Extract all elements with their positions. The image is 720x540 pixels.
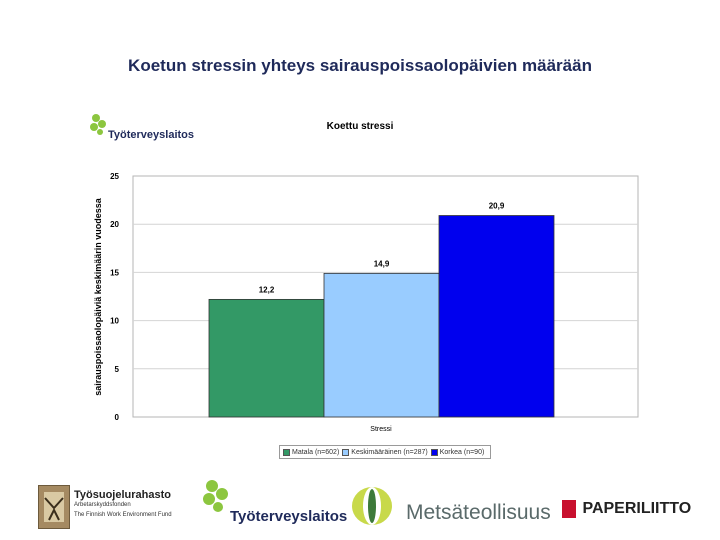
legend-label-high: Korkea (n=90)	[439, 448, 485, 456]
data-labels: 12,2 14,9 20,9	[259, 202, 505, 295]
legend-item-high: Korkea (n=90)	[430, 448, 485, 456]
paperiliitto-logo: PAPERILIITTO	[562, 500, 691, 518]
tyosuojelurahasto-emblem	[38, 485, 70, 529]
data-label: 14,9	[374, 259, 390, 268]
bars	[208, 215, 555, 418]
legend-label-low: Matala (n=602)	[292, 448, 340, 456]
clover-icon	[203, 480, 228, 512]
bar-high	[438, 215, 555, 418]
footer-ttl-text: Työterveyslaitos	[230, 508, 348, 525]
y-tick-label: 25	[110, 172, 119, 181]
y-tick-label: 10	[110, 317, 119, 326]
chart-title: Koettu stressi	[327, 121, 394, 132]
logo-text: Työterveyslaitos	[108, 129, 195, 141]
tyosuojelurahasto-text: Työsuojelurahasto Arbetarskyddsfonden Th…	[74, 490, 172, 520]
legend-swatch-medium	[342, 448, 350, 456]
legend-swatch-high	[430, 448, 438, 456]
legend-item-medium: Keskimääräinen (n=287)	[342, 448, 428, 456]
y-axis-label: sairauspoissaolopäiviä keskimäärin vuode…	[93, 197, 103, 396]
data-label: 12,2	[259, 285, 275, 294]
data-label: 20,9	[489, 202, 505, 211]
chart-legend: Matala (n=602) Keskimääräinen (n=287) Ko…	[279, 445, 492, 459]
tsr-emblem-icon	[44, 492, 64, 522]
tsr-sub1: Arbetarskyddsfonden	[74, 502, 131, 508]
legend-swatch-low	[283, 448, 290, 456]
tsr-name: Työsuojelurahasto	[74, 489, 171, 501]
legend-item-low: Matala (n=602)	[283, 448, 340, 456]
metsa-text: Metsäteollisuus	[406, 501, 551, 524]
clover-icon	[90, 114, 106, 135]
paperiliitto-p-icon	[562, 500, 576, 518]
x-axis-label: Stressi	[370, 426, 392, 433]
y-tick-label: 15	[110, 268, 119, 277]
metsateollisuus-logo: Metsäteollisuus	[348, 486, 558, 526]
paperiliitto-text: PAPERILIITTO	[582, 500, 692, 517]
tsr-sub2: The Finnish Work Environment Fund	[74, 512, 172, 518]
y-tick-labels: 0 5 10 15 20 25	[110, 172, 119, 422]
slide-title: Koetun stressin yhteys sairauspoissaolop…	[128, 56, 592, 75]
footer-tyoterveyslaitos-logo: Työterveyslaitos	[200, 478, 348, 526]
metsa-emblem-icon	[352, 487, 392, 525]
y-tick-label: 0	[115, 413, 120, 422]
bar-medium	[323, 272, 440, 418]
bar-low	[208, 298, 325, 418]
legend-label-medium: Keskimääräinen (n=287)	[351, 448, 428, 456]
y-tick-label: 20	[110, 220, 119, 229]
tyoterveyslaitos-logo: Työterveyslaitos	[88, 112, 194, 146]
y-tick-label: 5	[115, 365, 120, 374]
